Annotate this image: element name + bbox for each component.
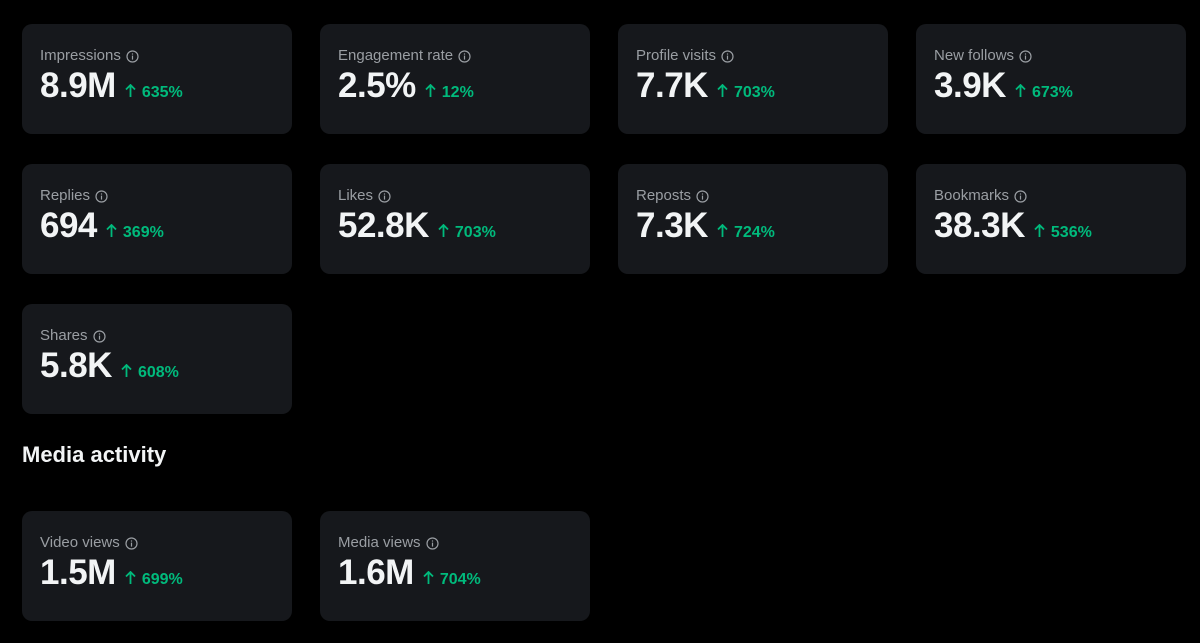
metric-label: Impressions [40,47,121,64]
arrow-up-icon [717,224,728,238]
metric-label: Likes [338,187,374,204]
metric-card-impressions[interactable]: Impressions 8.9M 635% [22,24,292,134]
metric-value: 2.5% [338,66,416,105]
info-icon[interactable] [125,536,138,550]
metric-change-value: 703% [454,224,496,241]
metric-change-value: 673% [1031,84,1073,101]
metric-change: 703% [438,223,496,242]
metric-value: 7.3K [636,206,708,245]
info-icon[interactable] [378,189,391,203]
info-icon[interactable] [721,49,734,63]
info-icon[interactable] [95,189,108,203]
metric-value: 7.7K [636,66,708,105]
metric-card-likes[interactable]: Likes 52.8K 703% [320,164,590,274]
arrow-up-icon [717,84,728,98]
metric-value: 694 [40,206,97,245]
metric-value: 1.5M [40,553,116,592]
metric-value: 8.9M [40,66,116,105]
metric-change: 699% [125,570,183,589]
section-title-media-activity: Media activity [22,442,167,467]
info-icon[interactable] [458,49,471,63]
metric-change-value: 12% [441,84,474,101]
info-icon[interactable] [126,49,139,63]
metric-card-shares[interactable]: Shares 5.8K 608% [22,304,292,414]
arrow-up-icon [423,571,434,585]
metric-card-media-views[interactable]: Media views 1.6M 704% [320,511,590,621]
metric-label: New follows [934,47,1015,64]
arrow-up-icon [1015,84,1026,98]
metric-label: Video views [40,534,120,551]
metric-change: 608% [121,363,179,382]
info-icon[interactable] [1014,189,1027,203]
info-icon[interactable] [425,536,439,550]
metric-change-value: 608% [137,364,179,381]
metric-value: 5.8K [40,346,112,385]
metric-change-value: 699% [141,571,183,588]
metric-card-replies[interactable]: Replies 694 369% [22,164,292,274]
metric-value: 1.6M [338,553,414,592]
metric-label: Replies [40,187,91,204]
info-icon[interactable] [696,189,709,203]
metric-change-value: 635% [141,84,183,101]
metric-change: 704% [423,570,481,589]
arrow-up-icon [425,84,436,98]
metric-change: 369% [106,223,164,242]
metric-card-engagement-rate[interactable]: Engagement rate 2.5% 12% [320,24,590,134]
metric-value: 3.9K [934,66,1006,105]
arrow-up-icon [125,571,136,585]
arrow-up-icon [1034,224,1045,238]
metric-label: Engagement rate [338,47,454,64]
metric-change-value: 536% [1050,224,1092,241]
metric-card-profile-visits[interactable]: Profile visits 7.7K 703% [618,24,888,134]
metric-label: Media views [338,534,421,551]
metric-change: 673% [1015,83,1073,102]
info-icon[interactable] [1019,49,1032,63]
arrow-up-icon [438,224,449,238]
metric-change: 12% [425,83,474,102]
arrow-up-icon [125,84,136,98]
metric-card-video-views[interactable]: Video views 1.5M 699% [22,511,292,621]
metric-label: Profile visits [636,47,717,64]
arrow-up-icon [106,224,117,238]
metric-change-value: 369% [122,224,164,241]
metric-change: 536% [1034,223,1092,242]
metric-label: Reposts [636,187,692,204]
metric-change-value: 724% [733,224,775,241]
metric-label: Shares [40,327,88,344]
metric-label: Bookmarks [934,187,1010,204]
metric-change-value: 703% [733,84,775,101]
metric-card-new-follows[interactable]: New follows 3.9K 673% [916,24,1186,134]
metric-change: 703% [717,83,775,102]
metric-value: 52.8K [338,206,429,245]
metric-card-bookmarks[interactable]: Bookmarks 38.3K 536% [916,164,1186,274]
info-icon[interactable] [92,329,106,343]
metric-value: 38.3K [934,206,1025,245]
metric-change: 724% [717,223,775,242]
metric-card-reposts[interactable]: Reposts 7.3K 724% [618,164,888,274]
metric-change: 635% [125,83,183,102]
arrow-up-icon [121,364,132,378]
metric-change-value: 704% [439,571,481,588]
